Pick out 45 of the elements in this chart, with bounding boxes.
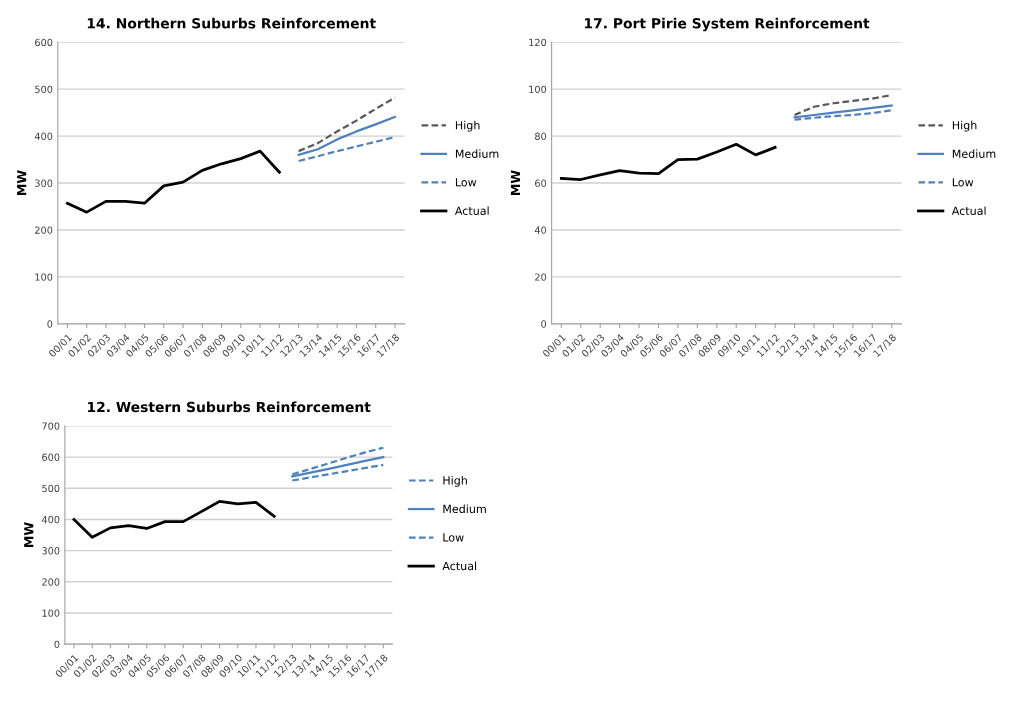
y-tick-label: 100	[42, 609, 60, 617]
legend-label: Medium	[443, 504, 486, 514]
legend-label: Actual	[442, 561, 477, 571]
y-tick-label: 0	[541, 320, 547, 328]
line-series	[66, 149, 281, 214]
y-tick-label: 200	[35, 226, 53, 234]
y-tick-label: 500	[42, 484, 60, 493]
chart-title: 14. Northern Suburbs Reinforcement	[87, 17, 376, 29]
y-tick-label: 400	[41, 515, 60, 524]
line-series	[297, 115, 397, 156]
legend-label: High	[443, 475, 467, 487]
y-tick-label: 40	[534, 226, 547, 234]
chart-title: 12. Western Suburbs Reinforcement	[88, 401, 371, 413]
y-tick-label: 700	[42, 422, 60, 430]
legend-label: High	[952, 120, 977, 132]
y-tick-label: 300	[35, 179, 53, 187]
y-tick-label: 300	[42, 547, 60, 555]
chart-title: 17. Port Pirie System Reinforcement	[584, 17, 870, 32]
legend-label: High	[455, 120, 480, 132]
y-axis-title: MW	[17, 170, 27, 195]
legend-label: Low	[455, 178, 477, 187]
legend-label: Low	[443, 533, 464, 542]
y-tick-label: 400	[34, 132, 53, 140]
line-series	[559, 142, 777, 181]
y-tick-label: 0	[54, 640, 60, 648]
legend-label: Low	[952, 178, 974, 187]
line-series	[297, 96, 397, 153]
y-axis-title: MW	[24, 522, 34, 547]
y-tick-label: 100	[35, 273, 53, 281]
y-tick-label: 500	[35, 85, 53, 94]
legend-label: Actual	[454, 206, 489, 215]
y-tick-label: 20	[535, 273, 547, 281]
y-tick-label: 100	[529, 85, 547, 94]
y-tick-label: 600	[42, 453, 60, 461]
y-axis-title: MW	[510, 170, 521, 195]
y-tick-label: 600	[35, 38, 53, 47]
legend-label: Medium	[952, 149, 996, 158]
legend-label: Medium	[455, 149, 499, 158]
y-tick-label: 200	[42, 578, 60, 586]
y-tick-label: 60	[535, 179, 547, 187]
line-series	[72, 499, 276, 539]
y-tick-label: 80	[535, 132, 547, 140]
legend-label: Actual	[951, 206, 986, 215]
y-tick-label: 0	[47, 320, 53, 328]
y-tick-label: 120	[529, 38, 547, 47]
